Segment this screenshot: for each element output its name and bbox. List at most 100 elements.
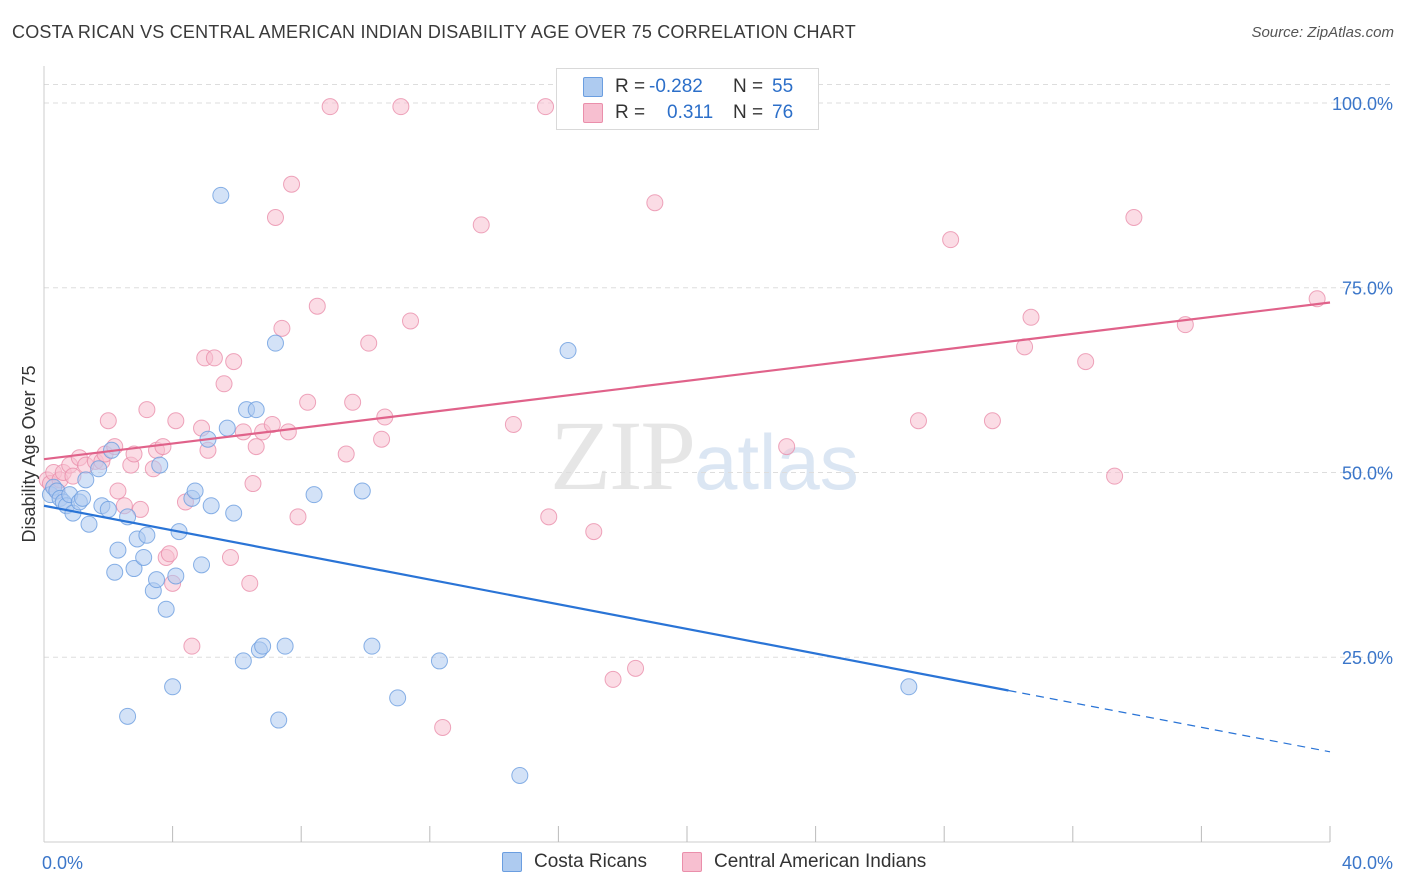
central-american-indian-point <box>504 415 522 433</box>
central-american-indian-point <box>283 175 301 193</box>
r-value: 0.311 <box>667 102 714 123</box>
costa-rican-point <box>164 678 182 696</box>
central-american-indian-point <box>99 412 117 430</box>
gridlines <box>44 83 1392 658</box>
tick-labels: 25.0% 50.0% 75.0% 100.0% 0.0% 40.0% Disability… <box>19 94 1393 873</box>
legend-item-costa-ricans[interactable]: Costa Ricans <box>502 851 647 873</box>
central-american-indian-point <box>646 194 664 212</box>
watermark-zip: ZIP <box>550 400 696 511</box>
costa-rican-point <box>363 637 381 655</box>
costa-rican-point <box>135 548 153 566</box>
central-american-indian-point <box>778 438 796 456</box>
pink-swatch <box>682 852 702 872</box>
central-american-indian-point <box>247 438 265 456</box>
central-american-indian-point <box>266 209 284 227</box>
costa-rican-point <box>125 560 143 578</box>
costa-rican-point <box>389 689 407 707</box>
costa-rican-point <box>511 766 529 784</box>
costa-rican-point <box>74 489 92 507</box>
blue-swatch <box>583 77 603 97</box>
central-american-indian-point <box>308 297 326 315</box>
costa-rican-point <box>559 342 577 360</box>
legend-label: Costa Ricans <box>534 851 647 872</box>
central-american-indian-point <box>337 445 355 463</box>
central-american-indian-point <box>604 670 622 688</box>
y-tick-label: 100.0% <box>1332 94 1393 114</box>
central-american-indian-point <box>472 216 490 234</box>
central-american-indian-point <box>221 548 239 566</box>
costa-rican-point <box>138 526 156 544</box>
y-tick-label: 50.0% <box>1342 463 1393 483</box>
costa-rican-point <box>225 504 243 522</box>
central-american-indian-trend-line <box>43 301 1331 461</box>
pink-swatch <box>583 103 603 123</box>
central-american-indian-point <box>299 393 317 411</box>
watermark: ZIPatlas <box>550 398 859 513</box>
central-american-indian-point <box>373 430 391 448</box>
costa-rican-point <box>353 482 371 500</box>
central-american-indian-point <box>244 475 262 493</box>
central-american-indian-point <box>434 718 452 736</box>
central-american-indian-point <box>983 412 1001 430</box>
costa-rican-point <box>270 711 288 729</box>
costa-rican-point <box>148 571 166 589</box>
x-tick-label: 0.0% <box>42 853 83 873</box>
costa-rican-point <box>212 186 230 204</box>
costa-rican-point <box>254 637 272 655</box>
central-american-indian-point <box>942 231 960 249</box>
central-american-indian-point <box>321 98 339 116</box>
central-american-indian-point <box>585 523 603 541</box>
n-label: N = <box>733 76 764 97</box>
costa-rican-trend-line <box>43 504 1009 692</box>
y-tick-label: 75.0% <box>1342 279 1393 299</box>
central-american-indian-point <box>273 319 291 337</box>
costa-rican-point <box>157 600 175 618</box>
central-american-indian-points <box>38 98 1326 736</box>
costa-rican-point <box>167 567 185 585</box>
central-american-indian-point <box>234 423 252 441</box>
r-value: -0.282 <box>649 76 703 97</box>
costa-rican-point <box>106 563 124 581</box>
central-american-indian-point <box>1125 209 1143 227</box>
costa-rican-point <box>266 334 284 352</box>
costa-rican-point <box>276 637 294 655</box>
costa-rican-point <box>247 401 265 419</box>
central-american-indian-point <box>1077 353 1095 371</box>
central-american-indian-point <box>1106 467 1124 485</box>
central-american-indian-point <box>225 353 243 371</box>
stats-legend: R = -0.282 N = 55 R = 0.311 N = 76 <box>556 68 819 130</box>
costa-rican-point <box>80 515 98 533</box>
costa-rican-point <box>77 471 95 489</box>
legend-label: Central American Indians <box>714 851 927 872</box>
r-label: R = <box>615 76 646 97</box>
central-american-indian-point <box>183 637 201 655</box>
central-american-indian-point <box>402 312 420 330</box>
central-american-indian-point <box>160 545 178 563</box>
central-american-indian-point <box>215 375 233 393</box>
n-value: 76 <box>772 102 794 123</box>
costa-rican-point <box>193 556 211 574</box>
central-american-indian-point <box>540 508 558 526</box>
costa-rican-point <box>119 707 137 725</box>
n-value: 55 <box>772 76 794 97</box>
central-american-indian-point <box>279 423 297 441</box>
central-american-indian-point <box>392 98 410 116</box>
trend-lines <box>43 301 1331 753</box>
r-label: R = <box>615 102 646 123</box>
legend-item-central-american-indians[interactable]: Central American Indians <box>682 851 926 873</box>
central-american-indian-point <box>125 445 143 463</box>
costa-rican-point <box>186 482 204 500</box>
costa-rican-point <box>900 678 918 696</box>
central-american-indian-point <box>537 98 555 116</box>
watermark-atlas: atlas <box>694 418 859 506</box>
central-american-indian-point <box>167 412 185 430</box>
central-american-indian-point <box>344 393 362 411</box>
central-american-indian-point <box>360 334 378 352</box>
central-american-indian-point <box>909 412 927 430</box>
chart-title: COSTA RICAN VS CENTRAL AMERICAN INDIAN D… <box>12 22 856 42</box>
costa-rican-point <box>430 652 448 670</box>
costa-rican-point <box>90 460 108 478</box>
central-american-indian-point <box>138 401 156 419</box>
central-american-indian-point <box>205 349 223 367</box>
